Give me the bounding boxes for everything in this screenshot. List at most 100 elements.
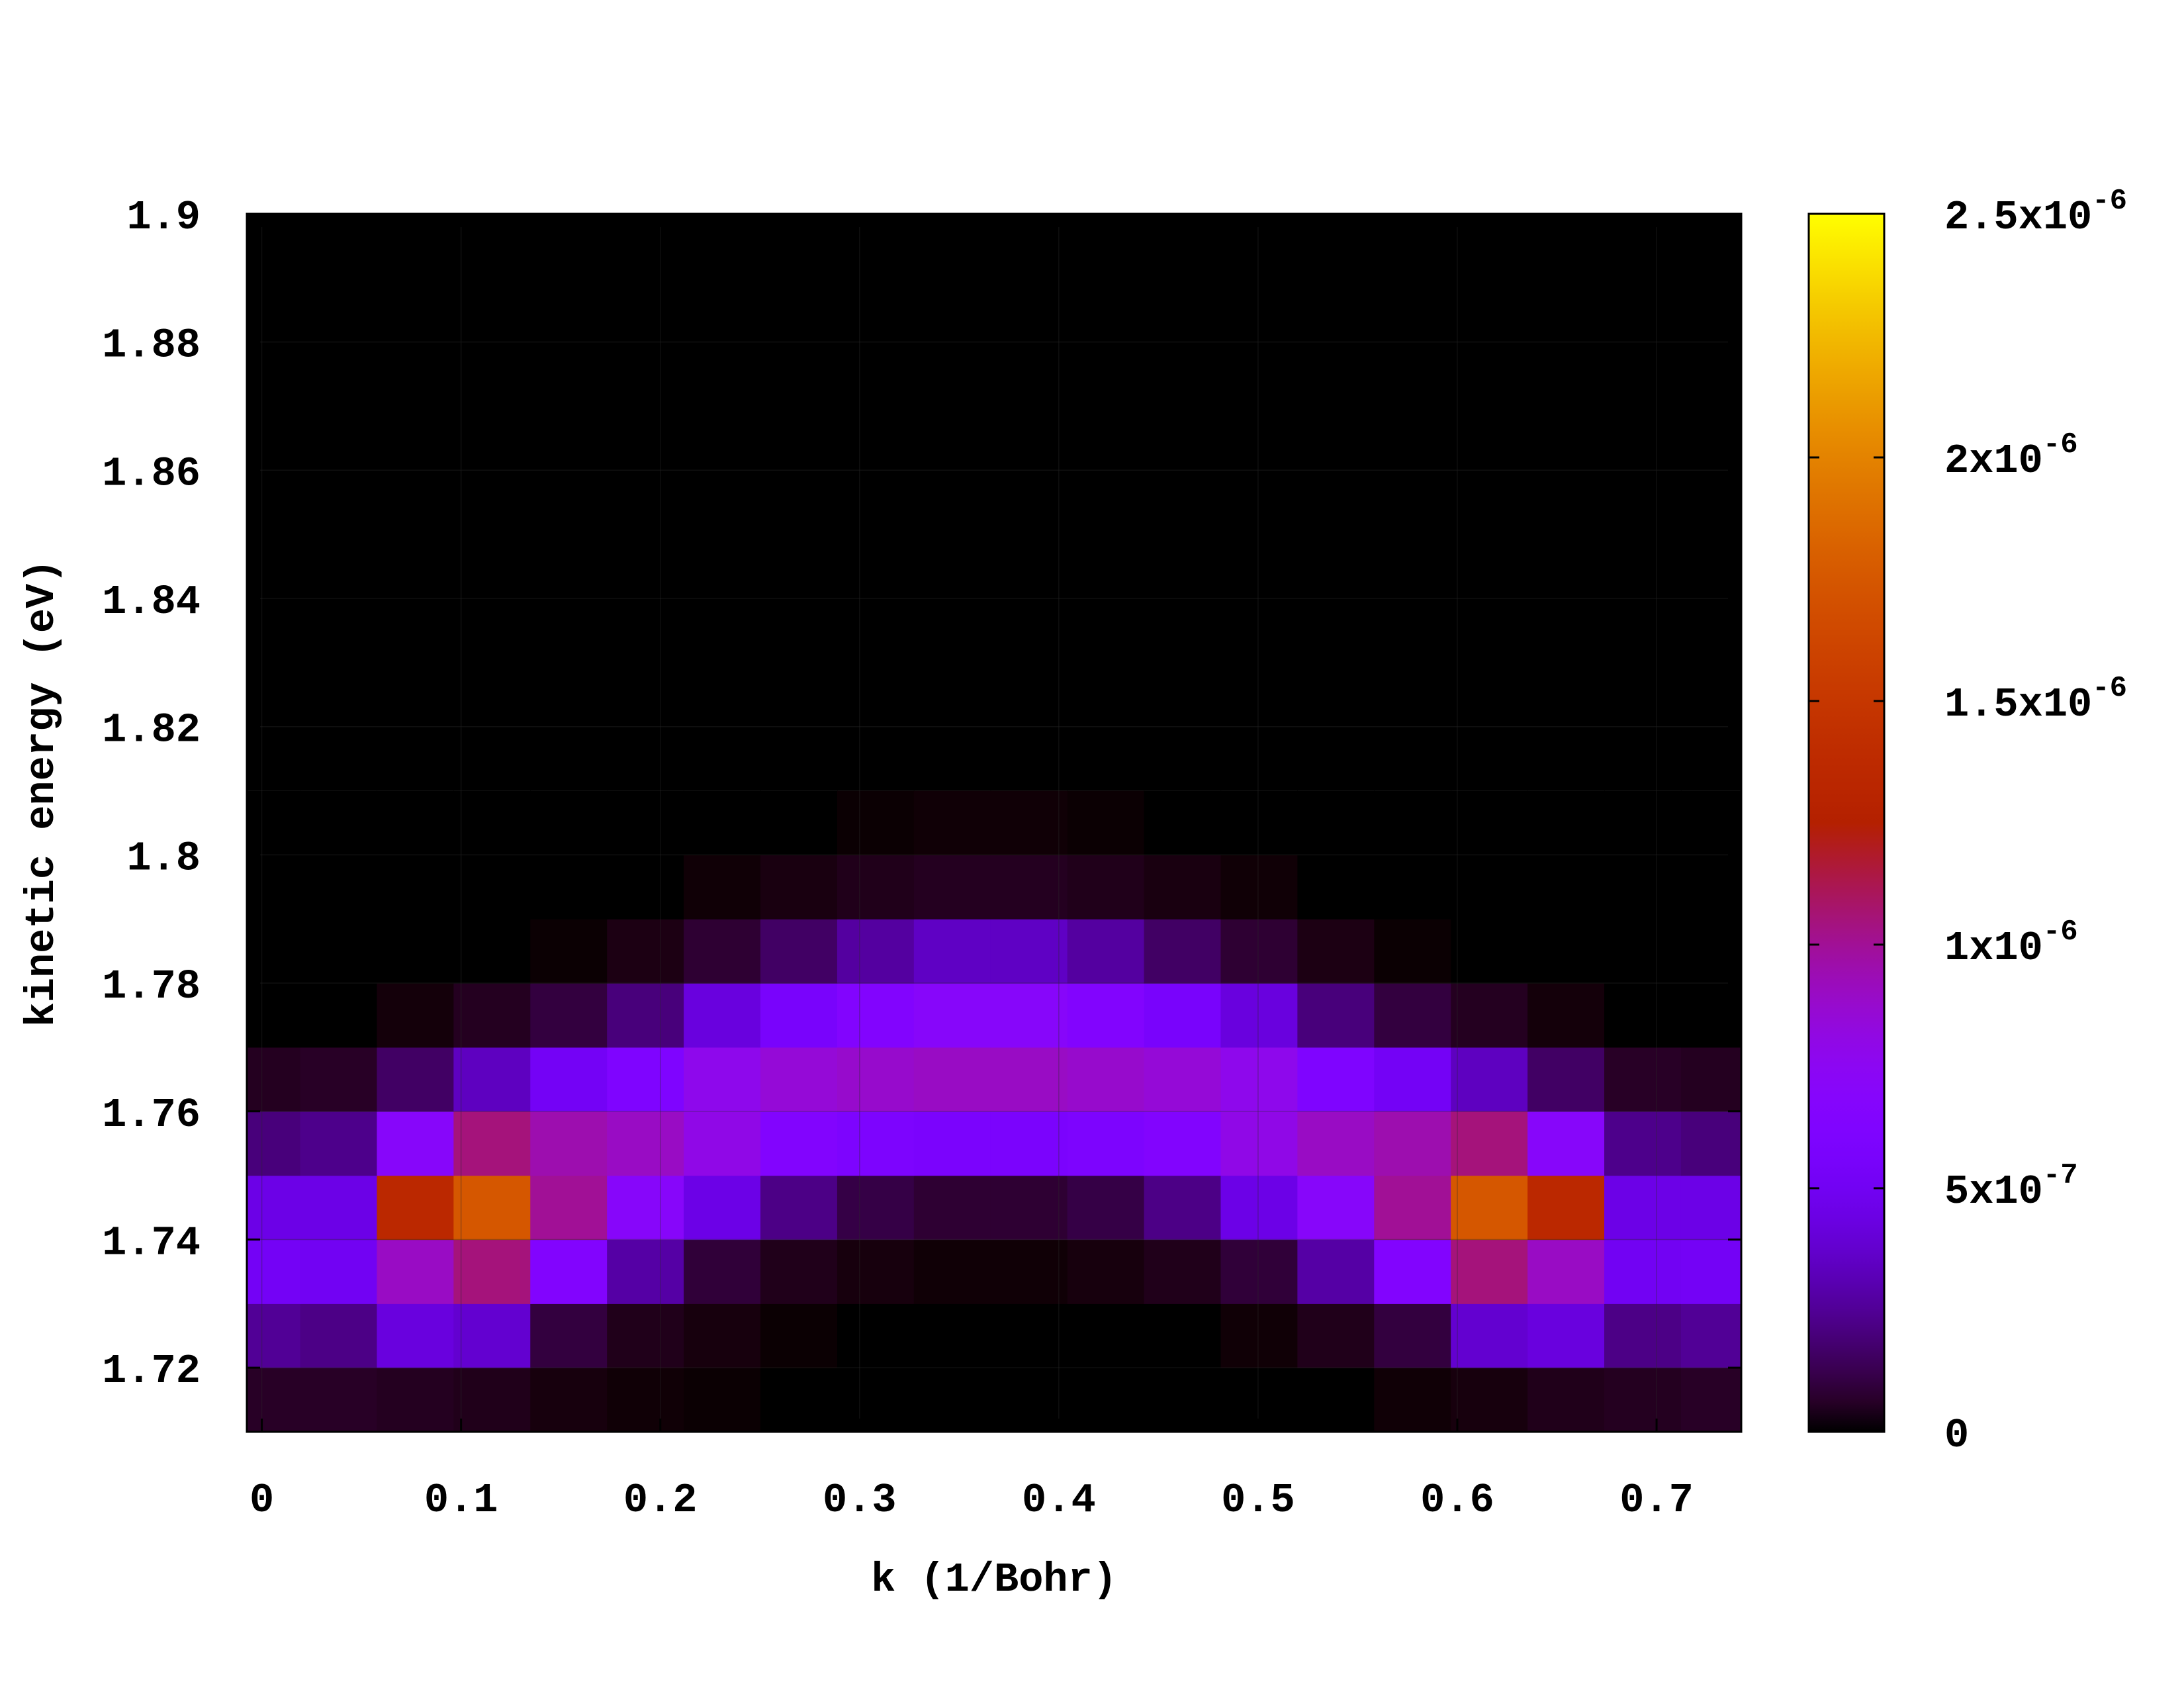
heatmap-cell [684, 1303, 761, 1368]
heatmap-cell [530, 1303, 608, 1368]
heatmap-cell [453, 1047, 531, 1112]
heatmap-cell [913, 1047, 991, 1112]
heatmap-cell [1374, 1303, 1451, 1368]
heatmap-cell [990, 855, 1068, 919]
heatmap-cell [1144, 1239, 1222, 1304]
heatmap-cell [1144, 1111, 1222, 1176]
heatmap-cell [913, 1175, 991, 1241]
y-tick-label: 1.82 [102, 707, 201, 754]
heatmap-cell [1604, 1175, 1682, 1241]
heatmap-cell [1220, 983, 1298, 1048]
heatmap-empty-region [247, 214, 1741, 791]
heatmap-cell [1680, 1111, 1742, 1176]
colorbar-tick-exponent: -6 [2092, 185, 2127, 218]
heatmap-cell [453, 1303, 531, 1368]
heatmap-cell [530, 1175, 608, 1241]
heatmap-cell [1067, 855, 1145, 919]
heatmap-cell [247, 1303, 301, 1368]
heatmap-cell [1604, 790, 1682, 856]
heatmap-cell [760, 1175, 838, 1241]
y-axis-ticks: 1.72 1.74 1.76 1.78 1.8 1.82 1.84 1.86 1.88 1.9 [102, 194, 1741, 1395]
heatmap-cell [1451, 1047, 1528, 1112]
heatmap-cell [1680, 919, 1742, 984]
heatmap-cell [1374, 1111, 1451, 1176]
heatmap-cell [607, 1047, 684, 1112]
y-tick-label: 1.84 [102, 579, 201, 626]
heatmap-cell [1527, 1239, 1605, 1304]
heatmap-cell [1144, 1303, 1222, 1368]
heatmap-cell [990, 1111, 1068, 1176]
heatmap-cell [607, 1175, 684, 1241]
heatmap-cell [453, 855, 531, 919]
heatmap-cell [1604, 1303, 1682, 1368]
heatmap-cell [684, 1368, 761, 1432]
x-tick-label: 0.4 [1022, 1477, 1096, 1524]
heatmap-cell [1220, 790, 1298, 856]
heatmap-cell [837, 919, 915, 984]
heatmap-cell [607, 919, 684, 984]
heatmap-cell [1527, 790, 1605, 856]
heatmap-cell [1451, 1111, 1528, 1176]
heatmap-cell [990, 1239, 1068, 1304]
colorbar-tick-exponent: -6 [2043, 915, 2078, 949]
y-axis-label: kinetic energy (eV) [19, 559, 66, 1027]
heatmap-cell [300, 1175, 378, 1241]
colorbar-tick-mantissa: 1.5x10 [1944, 681, 2092, 728]
heatmap-cell [760, 790, 838, 856]
heatmap-cell [837, 1303, 915, 1368]
plot-area-border [246, 212, 1743, 1433]
heatmap-cell [684, 1111, 761, 1176]
heatmap-cell [684, 919, 761, 984]
heatmap-cell [1297, 1368, 1375, 1432]
heatmap-cell [300, 983, 378, 1048]
heatmap-cell [1451, 1175, 1528, 1241]
heatmap-cell [1067, 1175, 1145, 1241]
heatmap-cell [247, 1111, 301, 1176]
heatmap-cell [247, 1239, 301, 1304]
heatmap-cell [377, 1368, 454, 1432]
x-tick-label: 0.2 [623, 1477, 698, 1524]
heatmap-cell [1144, 790, 1222, 856]
heatmap-cell [530, 983, 608, 1048]
colorbar-tick-mantissa: 0 [1944, 1412, 1969, 1459]
heatmap-cell [607, 983, 684, 1048]
heatmap-cell [300, 1368, 378, 1432]
heatmap-cell [760, 919, 838, 984]
heatmap-cell [990, 1303, 1068, 1368]
heatmap-cell [1680, 1368, 1742, 1432]
heatmap-cell [1297, 1175, 1375, 1241]
heatmap-cell [990, 983, 1068, 1048]
heatmap-cell [1451, 1239, 1528, 1304]
heatmap-cell [1374, 1239, 1451, 1304]
colorbar [1807, 212, 1886, 1433]
y-tick-label: 1.74 [102, 1219, 201, 1266]
heatmap-cell [760, 1047, 838, 1112]
heatmap-cell [1297, 1239, 1375, 1304]
heatmap-cell [684, 1047, 761, 1112]
heatmap-cell [1144, 855, 1222, 919]
heatmap-cell [1297, 983, 1375, 1048]
heatmap-cell [247, 1175, 301, 1241]
y-tick-label: 1.9 [126, 194, 201, 241]
heatmap-cell [837, 855, 915, 919]
x-tick-label: 0.7 [1619, 1477, 1694, 1524]
colorbar-tick-label: 1x10-6 [1944, 915, 2078, 972]
heatmap-cell [1067, 1303, 1145, 1368]
heatmap-cell [760, 1239, 838, 1304]
heatmap-cell [1144, 983, 1222, 1048]
heatmap-cell [377, 855, 454, 919]
heatmap-cell [453, 1175, 531, 1241]
heatmap-cell [1451, 1303, 1528, 1368]
heatmap-cell [913, 855, 991, 919]
colorbar-tick-label: 0 [1944, 1412, 1969, 1459]
heatmap-cell [1067, 1239, 1145, 1304]
y-tick-label: 1.88 [102, 322, 201, 369]
colorbar-tick-mantissa: 2x10 [1944, 438, 2043, 485]
heatmap-cell [1680, 1047, 1742, 1112]
y-tick-label: 1.76 [102, 1092, 201, 1139]
x-tick-label: 0.5 [1221, 1477, 1295, 1524]
heatmap-cell [1220, 855, 1298, 919]
heatmap-cell [300, 1111, 378, 1176]
